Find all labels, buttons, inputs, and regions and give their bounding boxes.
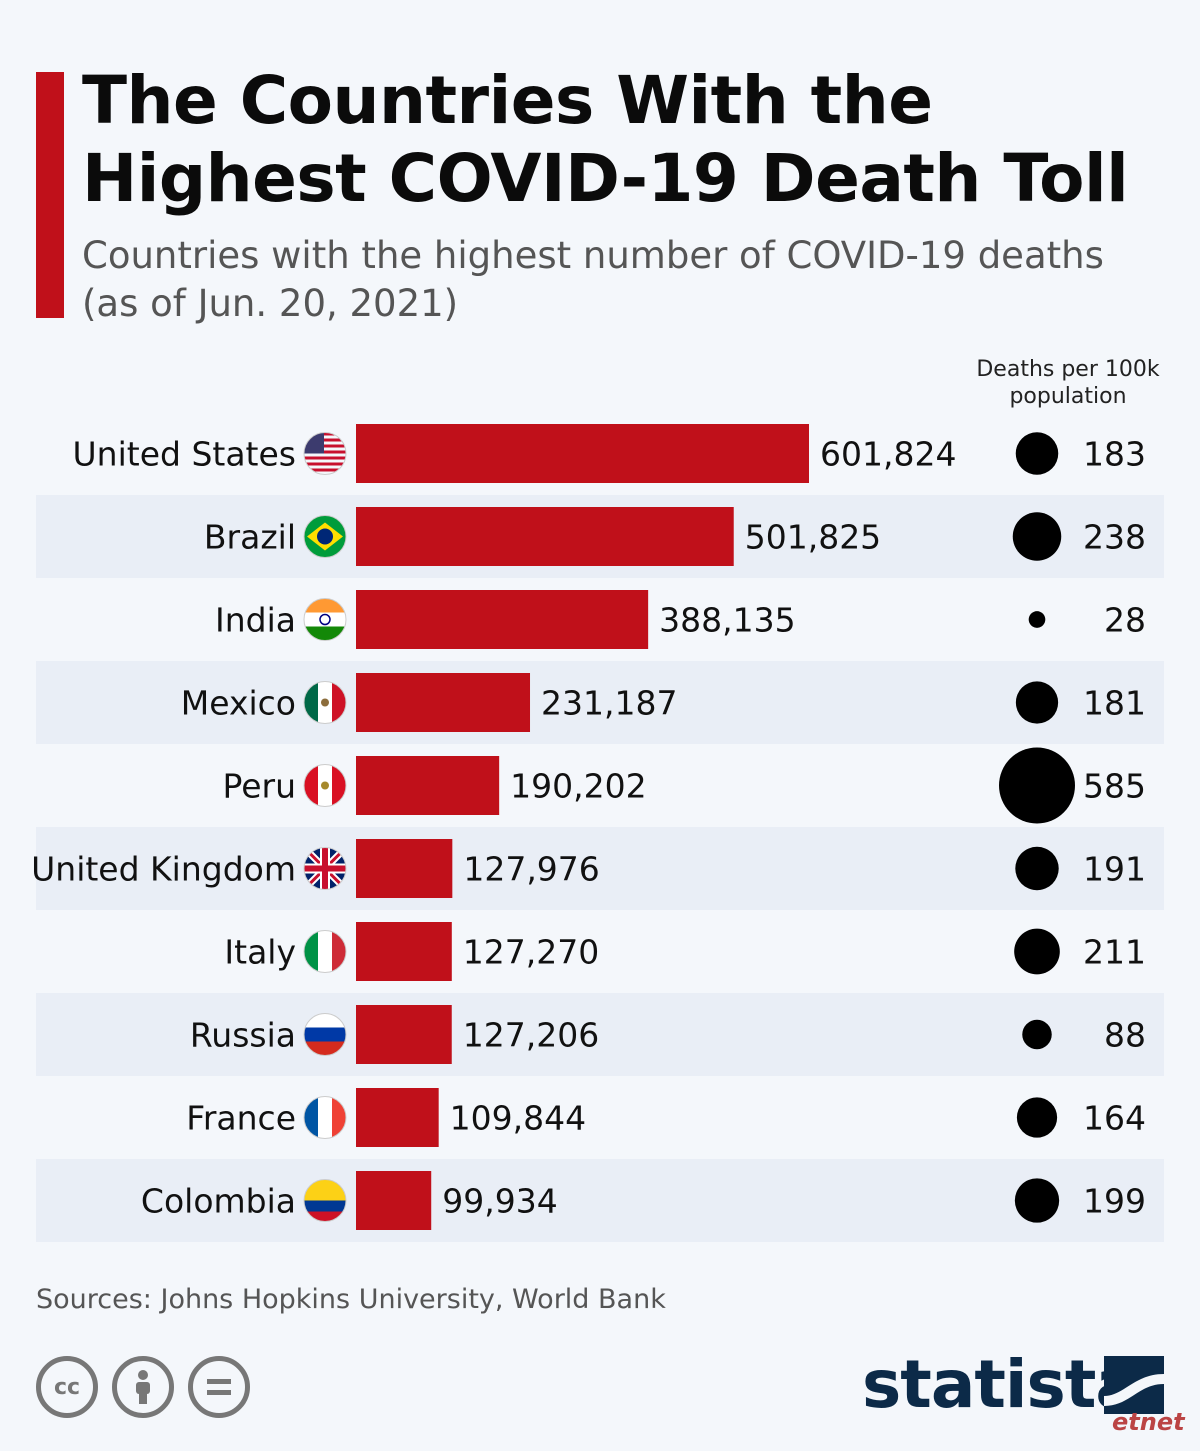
bar-value-label: 99,934	[442, 1182, 557, 1221]
deaths-per-100k-label: 211	[1083, 933, 1146, 972]
bar-value-label: 501,825	[745, 518, 881, 557]
deaths-per-100k-dot	[1014, 928, 1060, 975]
category-label: France	[186, 1099, 296, 1138]
bar	[356, 1088, 439, 1147]
flag-italy-icon	[304, 930, 346, 973]
category-label: Brazil	[204, 518, 296, 557]
bar-value-label: 231,187	[541, 684, 677, 723]
category-label: Italy	[224, 933, 296, 972]
bar-value-label: 601,824	[820, 435, 956, 474]
attribution-icon	[112, 1356, 174, 1418]
deaths-per-100k-label: 181	[1083, 684, 1146, 723]
bar-value-label: 190,202	[510, 767, 646, 806]
chart-title: The Countries With the Highest COVID-19 …	[82, 62, 1129, 217]
bar-value-label: 388,135	[659, 601, 795, 640]
flag-outline	[303, 681, 347, 724]
category-label: Peru	[222, 767, 296, 806]
deaths-per-100k-dot	[1022, 1019, 1052, 1050]
license-icons: cc	[36, 1356, 250, 1418]
row-stripe	[36, 661, 1164, 744]
bar-value-label: 127,976	[463, 850, 599, 889]
deaths-per-100k-dot	[1015, 681, 1059, 724]
deaths-per-100k-label: 199	[1083, 1182, 1146, 1221]
flag-outline	[303, 432, 347, 475]
flag-russia-icon	[304, 1013, 346, 1056]
flag-france-icon	[304, 1096, 346, 1139]
cc-icon: cc	[36, 1356, 98, 1418]
flag-outline	[303, 1179, 347, 1222]
flag-brazil-icon	[304, 515, 346, 558]
bar	[356, 1005, 452, 1064]
deaths-per-100k-label: 164	[1083, 1099, 1146, 1138]
flag-outline	[303, 1096, 347, 1139]
flag-india-icon	[304, 598, 346, 641]
bar	[356, 424, 809, 483]
bar	[356, 922, 452, 981]
statista-logo-icon	[1104, 1356, 1164, 1414]
bar	[356, 756, 500, 815]
flag-colombia-icon	[304, 1179, 346, 1222]
bar	[356, 1171, 432, 1230]
watermark: etnet	[1112, 1408, 1185, 1436]
bar-value-label: 109,844	[450, 1099, 586, 1138]
category-label: Mexico	[181, 684, 296, 723]
flag-uk-icon	[304, 847, 346, 890]
flag-outline	[303, 930, 347, 973]
title-accent-bar	[36, 72, 64, 318]
deaths-per-100k-dot	[1012, 512, 1062, 561]
bar-value-label: 127,206	[463, 1016, 599, 1055]
deaths-per-100k-header: Deaths per 100k population	[976, 357, 1160, 409]
deaths-per-100k-dot	[1016, 1097, 1058, 1138]
flag-us-icon	[304, 432, 346, 472]
statista-logo: statista	[862, 1346, 1140, 1423]
bar-value-label: 127,270	[463, 933, 599, 972]
deaths-per-100k-label: 28	[1104, 601, 1146, 640]
deaths-per-100k-dot	[999, 747, 1075, 824]
no-derivatives-icon	[188, 1356, 250, 1418]
deaths-per-100k-label: 191	[1083, 850, 1146, 889]
bar	[356, 507, 734, 566]
flag-peru-icon	[304, 764, 346, 807]
deaths-per-100k-label: 183	[1083, 435, 1146, 474]
deaths-per-100k-label: 88	[1104, 1016, 1146, 1055]
deaths-per-100k-dot	[1015, 432, 1059, 475]
deaths-per-100k-label: 585	[1083, 767, 1146, 806]
category-label: United Kingdom	[31, 850, 296, 889]
flag-outline	[303, 598, 347, 641]
category-label: United States	[73, 435, 296, 474]
chart-subtitle: Countries with the highest number of COV…	[82, 234, 1104, 325]
deaths-per-100k-label: 238	[1083, 518, 1146, 557]
deaths-per-100k-dot	[1028, 611, 1046, 628]
deaths-per-100k-dot	[1014, 1178, 1060, 1223]
source-note: Sources: Johns Hopkins University, World…	[36, 1284, 666, 1315]
flag-mexico-icon	[304, 681, 346, 724]
category-label: Colombia	[141, 1182, 296, 1221]
flag-outline	[303, 764, 347, 807]
bar	[356, 590, 649, 649]
bar-chart: United States 601,824 183 Brazil 501,825 238 I…	[31, 424, 1164, 1242]
deaths-per-100k-dot	[1015, 846, 1059, 891]
bar	[356, 839, 453, 898]
category-label: Russia	[190, 1016, 296, 1055]
flag-outline	[303, 847, 347, 890]
category-label: India	[215, 601, 296, 640]
bar	[356, 673, 531, 732]
flag-outline	[303, 515, 347, 558]
flag-outline	[303, 1013, 347, 1056]
row-stripe	[36, 993, 1164, 1076]
row-stripe	[36, 827, 1164, 910]
row-stripe	[36, 1159, 1164, 1242]
